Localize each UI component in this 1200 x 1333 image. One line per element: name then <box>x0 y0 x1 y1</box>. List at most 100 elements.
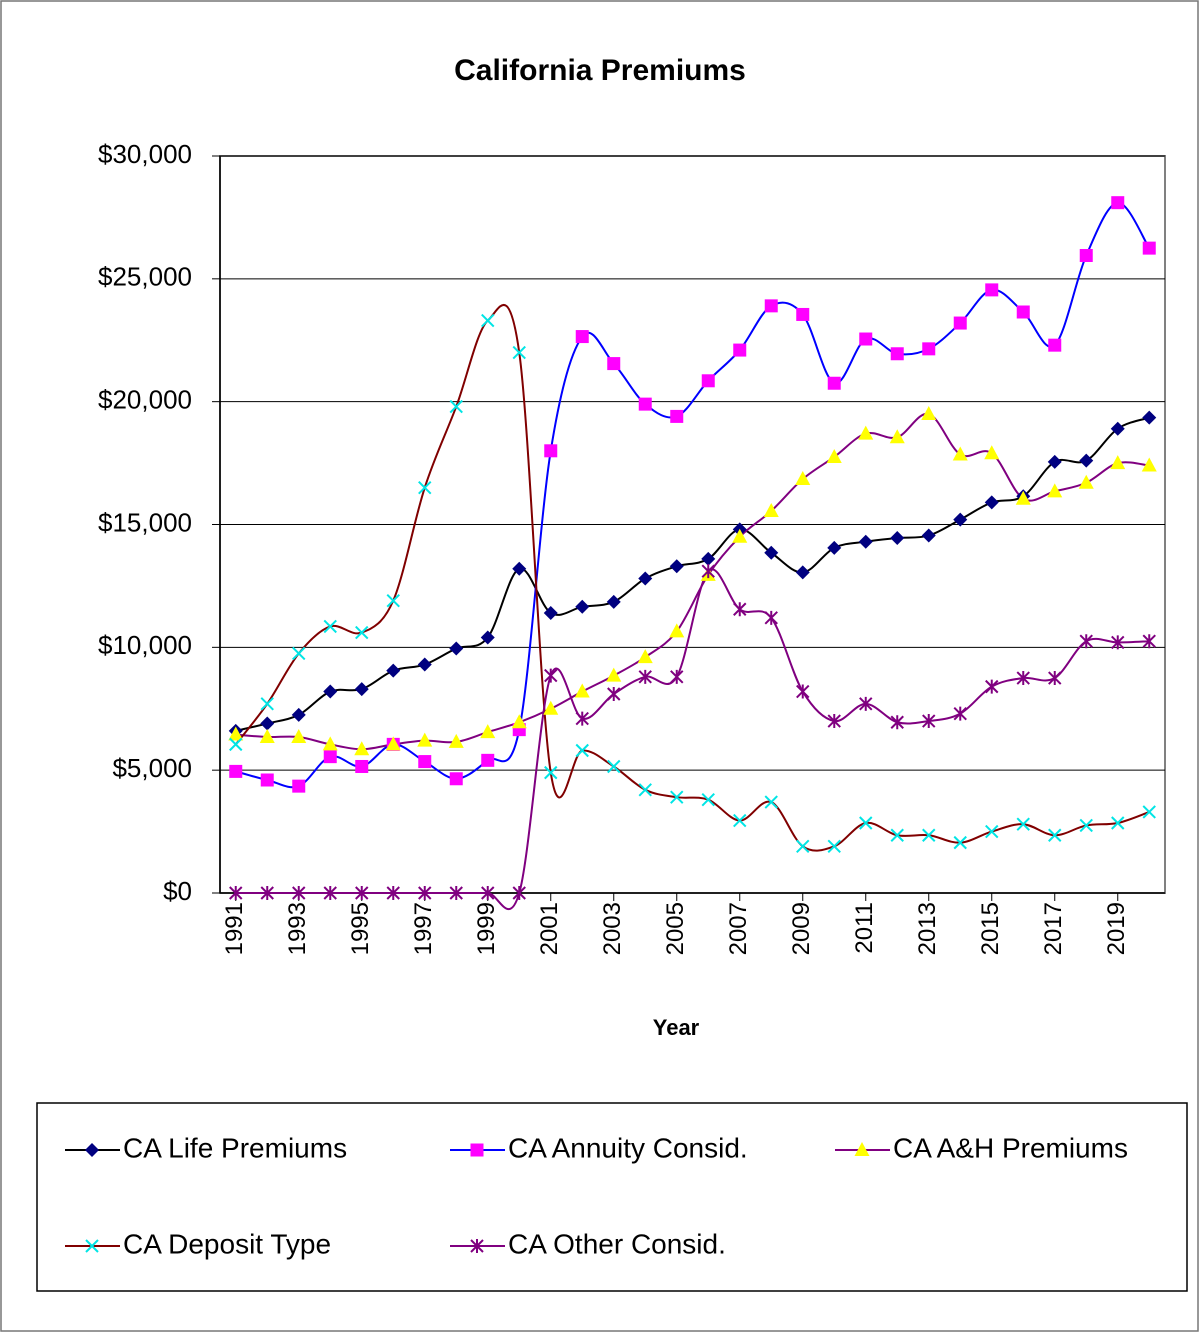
marker <box>859 816 873 830</box>
marker <box>701 792 715 807</box>
marker <box>511 714 527 729</box>
marker <box>858 425 874 440</box>
marker <box>449 641 464 656</box>
marker <box>921 405 937 420</box>
marker <box>764 610 778 625</box>
legend-item: CA Other Consid. <box>450 1228 726 1259</box>
marker <box>858 534 873 549</box>
marker <box>796 307 810 321</box>
marker <box>953 512 968 527</box>
marker <box>827 839 841 854</box>
marker <box>1047 454 1062 469</box>
marker <box>701 551 716 566</box>
marker <box>417 732 433 747</box>
x-tick-label: 1999 <box>473 902 500 955</box>
marker <box>985 679 999 694</box>
marker <box>638 783 652 797</box>
marker <box>292 886 306 900</box>
marker <box>1110 455 1126 470</box>
marker <box>355 625 369 640</box>
marker <box>890 531 905 546</box>
marker <box>480 724 496 739</box>
marker <box>1142 241 1156 255</box>
marker <box>481 886 495 900</box>
marker <box>575 711 589 726</box>
marker <box>890 828 904 842</box>
marker <box>795 471 811 486</box>
y-tick-label: $25,000 <box>98 262 192 292</box>
marker <box>417 657 432 672</box>
marker <box>1142 410 1157 425</box>
marker <box>1016 671 1030 686</box>
marker <box>481 313 495 328</box>
marker <box>575 743 589 758</box>
marker <box>1048 671 1062 686</box>
marker <box>1016 817 1030 831</box>
marker <box>607 687 621 702</box>
marker <box>1142 805 1156 819</box>
marker <box>638 669 652 684</box>
marker <box>323 684 338 699</box>
marker <box>1079 634 1093 649</box>
marker <box>323 619 337 634</box>
x-tick-label: 2001 <box>536 902 563 955</box>
marker <box>1079 453 1094 468</box>
marker <box>1047 483 1063 498</box>
legend-item: CA A&H Premiums <box>835 1132 1128 1163</box>
marker <box>606 594 621 609</box>
marker <box>953 835 967 850</box>
marker <box>732 528 748 543</box>
marker <box>827 540 842 555</box>
marker <box>574 683 590 698</box>
marker <box>1111 816 1125 830</box>
marker <box>984 445 1000 460</box>
marker <box>859 696 873 711</box>
marker <box>418 480 432 495</box>
marker <box>470 1143 484 1157</box>
marker <box>85 1239 99 1253</box>
marker <box>418 755 432 769</box>
x-tick-label: 2003 <box>599 902 626 955</box>
marker <box>1111 196 1125 210</box>
marker <box>1110 421 1125 436</box>
x-axis-label: Year <box>653 1015 700 1040</box>
marker <box>292 646 306 661</box>
marker <box>354 741 370 756</box>
marker <box>1015 490 1031 505</box>
marker <box>796 684 810 699</box>
marker <box>292 779 306 793</box>
marker <box>890 347 904 361</box>
y-tick-label: $10,000 <box>98 630 192 660</box>
marker <box>575 330 589 344</box>
marker <box>638 571 653 586</box>
marker <box>984 495 999 510</box>
marker <box>470 1239 484 1253</box>
x-tick-label: 1997 <box>410 902 437 955</box>
marker <box>764 299 778 313</box>
marker <box>922 714 936 729</box>
marker <box>354 682 369 697</box>
marker <box>1079 818 1093 833</box>
marker <box>859 332 873 346</box>
marker <box>922 342 936 356</box>
marker <box>260 773 274 787</box>
marker <box>953 316 967 330</box>
x-tick-label: 1991 <box>221 902 248 955</box>
marker <box>544 668 558 683</box>
marker <box>260 886 274 900</box>
marker <box>637 649 653 664</box>
y-tick-label: $0 <box>163 876 192 906</box>
marker <box>1079 248 1093 262</box>
marker <box>1142 634 1156 649</box>
marker <box>355 886 369 900</box>
marker <box>985 824 999 839</box>
legend-label: CA A&H Premiums <box>893 1132 1128 1163</box>
marker <box>764 795 778 809</box>
marker <box>512 345 526 360</box>
chart-title: California Premiums <box>454 54 746 87</box>
marker <box>449 886 463 900</box>
marker <box>259 729 275 744</box>
marker <box>448 733 464 748</box>
marker <box>228 726 244 741</box>
